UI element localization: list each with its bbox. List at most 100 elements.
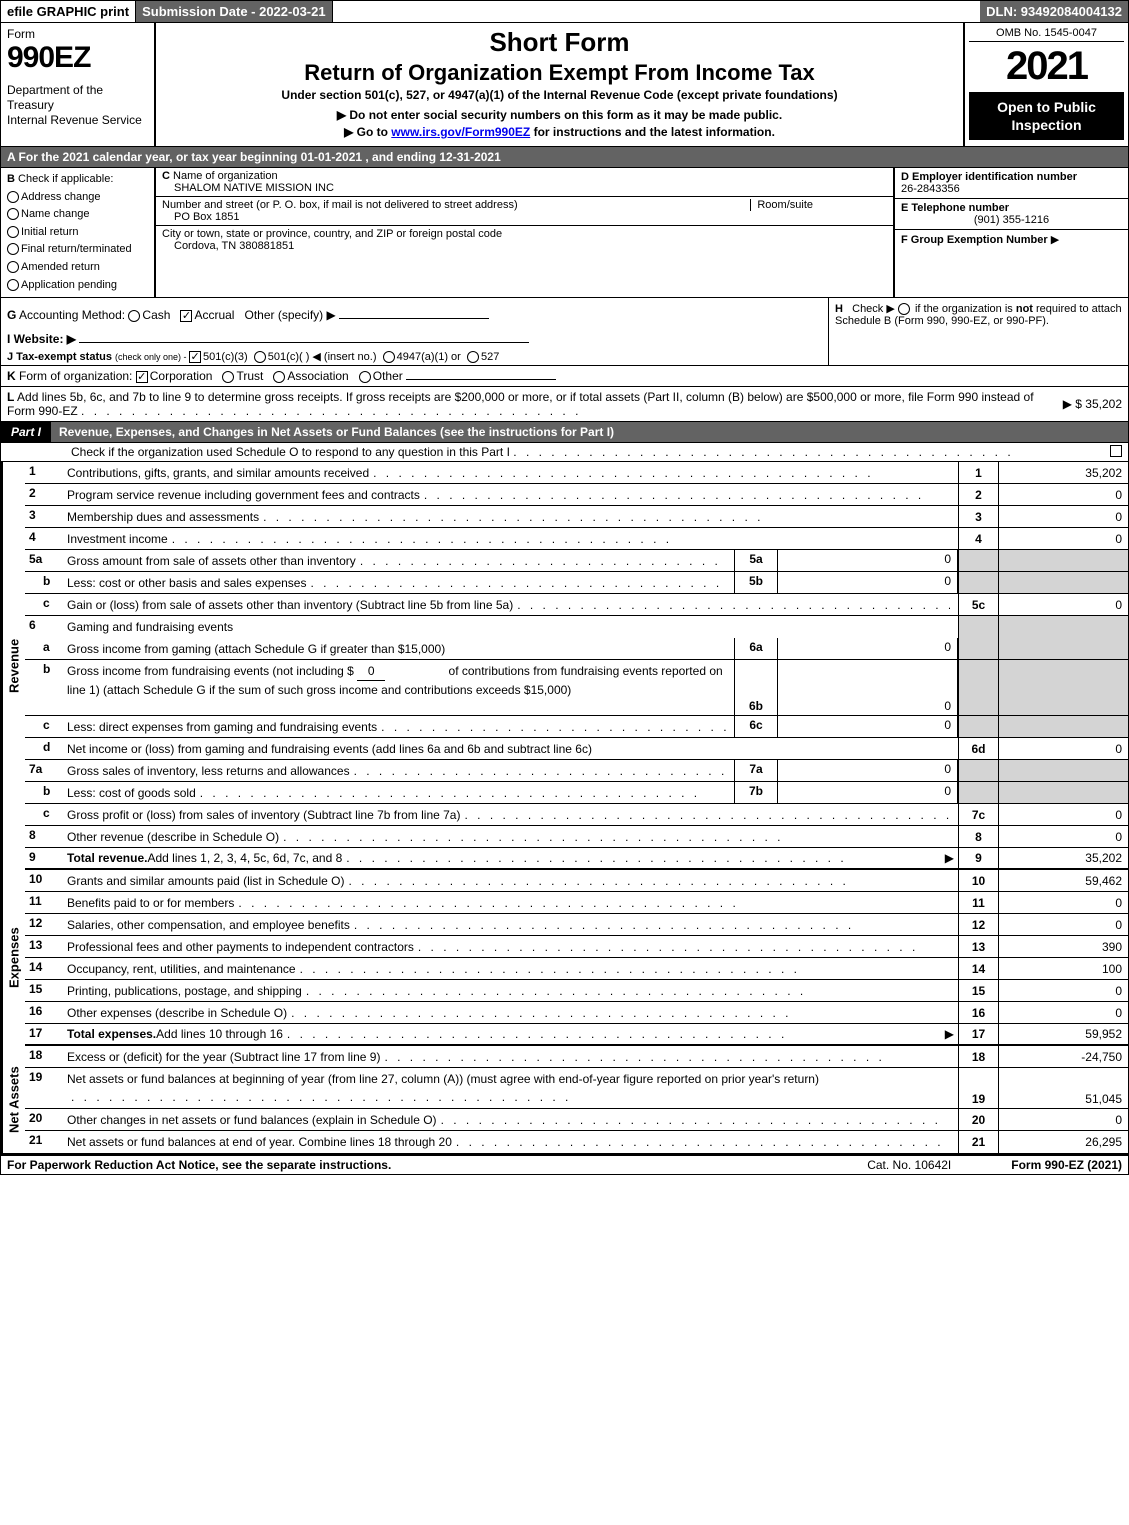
k-letter: K bbox=[7, 369, 16, 383]
checkbox-schedule-b[interactable] bbox=[898, 303, 910, 315]
checkbox-accrual[interactable]: ✓ bbox=[180, 310, 192, 322]
checkbox-corporation[interactable]: ✓ bbox=[136, 371, 148, 383]
addr-label: Number and street (or P. O. box, if mail… bbox=[162, 199, 518, 211]
l15-val: 0 bbox=[998, 980, 1128, 1001]
b-check-label: Check if applicable: bbox=[18, 173, 113, 185]
section-bcd: B Check if applicable: Address change Na… bbox=[0, 168, 1129, 298]
instructions-link-line: ▶ Go to www.irs.gov/Form990EZ for instru… bbox=[164, 125, 955, 139]
l17-ref: 17 bbox=[958, 1024, 998, 1044]
l20-val: 0 bbox=[998, 1109, 1128, 1130]
col-d: D Employer identification number 26-2843… bbox=[893, 168, 1128, 297]
l16-val: 0 bbox=[998, 1002, 1128, 1023]
l6a-mid: 6a bbox=[734, 638, 778, 659]
other-specify-input[interactable] bbox=[339, 318, 489, 319]
city-state-zip: Cordova, TN 380881851 bbox=[162, 240, 294, 252]
l7b-ref bbox=[958, 782, 998, 803]
l4-desc: Investment income bbox=[67, 532, 168, 546]
street-row: Number and street (or P. O. box, if mail… bbox=[156, 197, 893, 226]
l6c-desc: Less: direct expenses from gaming and fu… bbox=[67, 720, 377, 734]
l18-ref: 18 bbox=[958, 1046, 998, 1067]
l11-desc: Benefits paid to or for members bbox=[67, 896, 234, 910]
l17-arrow: ▶ bbox=[945, 1027, 954, 1041]
c-tag: C bbox=[162, 170, 170, 182]
l7a-num: 7a bbox=[25, 760, 63, 781]
l1-desc: Contributions, gifts, grants, and simila… bbox=[67, 466, 369, 480]
l9-num: 9 bbox=[25, 848, 63, 868]
org-name-row: C Name of organization SHALOM NATIVE MIS… bbox=[156, 168, 893, 197]
l6c-num: c bbox=[25, 716, 63, 737]
l5a-ref bbox=[958, 550, 998, 571]
l14-ref: 14 bbox=[958, 958, 998, 979]
h-text: Check ▶ bbox=[852, 303, 898, 315]
checkbox-final-return[interactable] bbox=[7, 243, 19, 255]
l9-arrow: ▶ bbox=[945, 851, 954, 865]
l21-val: 26,295 bbox=[998, 1131, 1128, 1153]
k-trust: Trust bbox=[236, 369, 263, 383]
l13-num: 13 bbox=[25, 936, 63, 957]
l2-val: 0 bbox=[998, 484, 1128, 505]
line-6d: d Net income or (loss) from gaming and f… bbox=[25, 738, 1128, 760]
l6d-desc: Net income or (loss) from gaming and fun… bbox=[67, 742, 592, 756]
l13-val: 390 bbox=[998, 936, 1128, 957]
footer-form: Form 990-EZ (2021) bbox=[1011, 1158, 1122, 1172]
org-name: SHALOM NATIVE MISSION INC bbox=[162, 182, 334, 194]
l6a-midval: 0 bbox=[778, 638, 958, 659]
radio-association[interactable] bbox=[273, 371, 285, 383]
return-title: Return of Organization Exempt From Incom… bbox=[164, 60, 955, 86]
l15-ref: 15 bbox=[958, 980, 998, 1001]
room-label: Room/suite bbox=[750, 199, 813, 211]
line-6a: a Gross income from gaming (attach Sched… bbox=[25, 638, 1128, 660]
row-h: H Check ▶ if the organization is not req… bbox=[828, 298, 1128, 365]
checkbox-amended-return[interactable] bbox=[7, 261, 19, 273]
l5b-ref bbox=[958, 572, 998, 593]
l16-ref: 16 bbox=[958, 1002, 998, 1023]
ssn-warning: ▶ Do not enter social security numbers o… bbox=[164, 108, 955, 122]
k-corp: Corporation bbox=[150, 369, 213, 383]
form-number: 990EZ bbox=[7, 41, 148, 75]
checkbox-initial-return[interactable] bbox=[7, 226, 19, 238]
l1-num: 1 bbox=[25, 462, 63, 483]
line-6: 6 Gaming and fundraising events bbox=[25, 616, 1128, 638]
public-inspection-badge: Open to Public Inspection bbox=[969, 92, 1124, 140]
l14-desc: Occupancy, rent, utilities, and maintena… bbox=[67, 962, 296, 976]
note2-post: for instructions and the latest informat… bbox=[530, 125, 775, 139]
radio-527[interactable] bbox=[467, 351, 479, 363]
l17-desc2: Add lines 10 through 16 bbox=[156, 1027, 283, 1041]
line-9: 9 Total revenue. Add lines 1, 2, 3, 4, 5… bbox=[25, 848, 1128, 870]
checkbox-address-change[interactable] bbox=[7, 191, 19, 203]
l-amount: ▶ $ 35,202 bbox=[1063, 397, 1122, 411]
website-input[interactable] bbox=[79, 342, 529, 343]
radio-501c[interactable] bbox=[254, 351, 266, 363]
l7b-mid: 7b bbox=[734, 782, 778, 803]
part1-sub: Check if the organization used Schedule … bbox=[0, 443, 1129, 462]
l7a-val bbox=[998, 760, 1128, 781]
l5b-val bbox=[998, 572, 1128, 593]
irs-link[interactable]: www.irs.gov/Form990EZ bbox=[391, 125, 530, 139]
j-sub: (check only one) - bbox=[115, 352, 189, 362]
c-name-label: Name of organization bbox=[173, 170, 278, 182]
footer-form-pre: Form bbox=[1011, 1158, 1044, 1172]
l5b-desc: Less: cost or other basis and sales expe… bbox=[67, 576, 306, 590]
col-c: C Name of organization SHALOM NATIVE MIS… bbox=[156, 168, 893, 297]
l10-ref: 10 bbox=[958, 870, 998, 891]
f-label: F Group Exemption Number bbox=[901, 234, 1048, 246]
k-other-input[interactable] bbox=[406, 379, 556, 380]
l19-ref: 19 bbox=[958, 1068, 998, 1108]
l7a-midval: 0 bbox=[778, 760, 958, 781]
checkbox-name-change[interactable] bbox=[7, 208, 19, 220]
header-center: Short Form Return of Organization Exempt… bbox=[156, 23, 963, 146]
department-label: Department of the Treasury Internal Reve… bbox=[7, 83, 148, 128]
net-assets-side-label: Net Assets bbox=[1, 1046, 25, 1153]
l18-num: 18 bbox=[25, 1046, 63, 1067]
radio-trust[interactable] bbox=[222, 371, 234, 383]
l4-num: 4 bbox=[25, 528, 63, 549]
radio-cash[interactable] bbox=[128, 310, 140, 322]
l6c-midval: 0 bbox=[778, 716, 958, 737]
l3-num: 3 bbox=[25, 506, 63, 527]
net-assets-body: 18 Excess or (deficit) for the year (Sub… bbox=[25, 1046, 1128, 1153]
checkbox-501c3[interactable]: ✓ bbox=[189, 351, 201, 363]
radio-4947[interactable] bbox=[383, 351, 395, 363]
checkbox-schedule-o[interactable] bbox=[1110, 445, 1122, 457]
checkbox-application-pending[interactable] bbox=[7, 279, 19, 291]
radio-other[interactable] bbox=[359, 371, 371, 383]
